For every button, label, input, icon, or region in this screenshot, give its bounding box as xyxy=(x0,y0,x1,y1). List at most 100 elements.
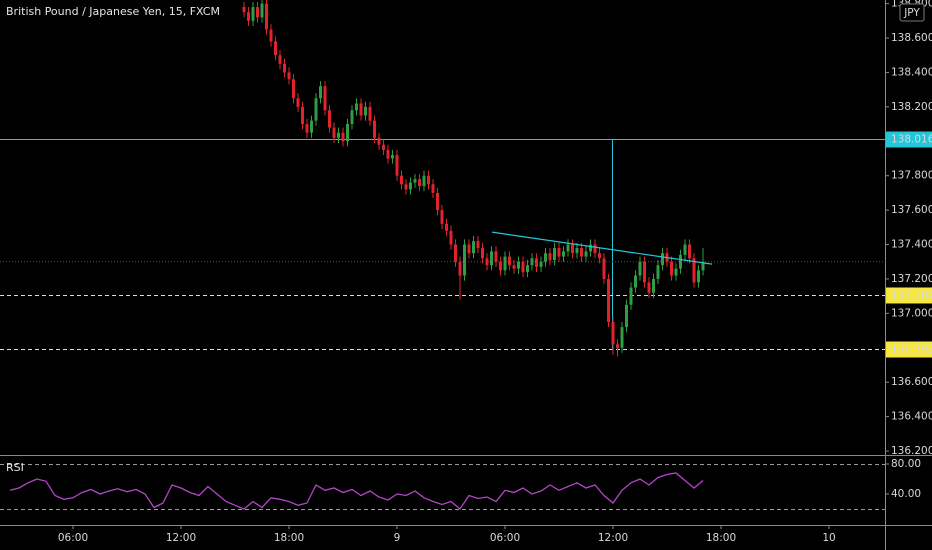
y-tick-label: 136.600 xyxy=(891,376,932,388)
candle-body xyxy=(395,155,399,176)
candle-body xyxy=(517,261,521,269)
candle-body xyxy=(400,175,404,185)
candle-body xyxy=(584,251,588,257)
y-tick-label: 136.400 xyxy=(891,411,932,423)
candle-body xyxy=(305,124,309,133)
x-tick-label: 12:00 xyxy=(166,532,196,544)
rsi-pane: 80.00 40.00 06:00 12:00 18:00 9 06:00 12:00 18:0… xyxy=(0,458,921,544)
y-tick-label: 40.00 xyxy=(891,488,921,500)
candle-body xyxy=(670,261,674,276)
candle-body xyxy=(580,247,584,257)
candle-body xyxy=(544,253,548,262)
level-label: 138.016 xyxy=(891,134,932,146)
candle-body xyxy=(535,258,539,267)
candle-body xyxy=(566,244,570,252)
y-tick-label: 137.600 xyxy=(891,204,932,216)
level-label-bg xyxy=(886,341,932,358)
candle-body xyxy=(247,12,251,21)
candle-body xyxy=(242,7,246,13)
candle-body xyxy=(634,275,638,288)
currency-badge[interactable] xyxy=(899,3,925,22)
candle-body xyxy=(274,41,278,56)
x-tick-label: 18:00 xyxy=(706,532,736,544)
candle-body xyxy=(296,98,300,107)
y-tick-label: 136.200 xyxy=(891,445,932,457)
candle-body xyxy=(485,258,489,266)
candle-body xyxy=(701,261,705,271)
candle-body xyxy=(377,137,381,145)
y-tick-label: 138.600 xyxy=(891,32,932,44)
candle-body xyxy=(593,244,597,254)
candle-body xyxy=(562,251,566,257)
y-tick-label: 137.800 xyxy=(891,170,932,182)
candle-body xyxy=(350,110,354,125)
rsi-title: RSI xyxy=(6,461,24,474)
candle-body xyxy=(355,103,359,111)
price-pane: 138.800138.600138.400138.200138.000137.8… xyxy=(0,0,932,457)
candle-body xyxy=(418,179,422,187)
candle-body xyxy=(589,244,593,252)
candle-body xyxy=(364,106,368,116)
candle-body xyxy=(548,253,552,261)
y-tick-label: 138.200 xyxy=(891,101,932,113)
rsi-line xyxy=(9,472,704,510)
candle-body xyxy=(508,256,512,266)
currency-label: JPY xyxy=(903,7,920,19)
candle-body xyxy=(283,63,287,73)
candle-body xyxy=(598,253,602,259)
y-tick-label: 137.000 xyxy=(891,307,932,319)
candle-body xyxy=(386,149,390,159)
candle-body xyxy=(287,72,291,80)
candle-body xyxy=(265,3,269,30)
candle-body xyxy=(472,241,476,254)
candle-body xyxy=(499,261,503,271)
candle-body xyxy=(503,256,507,271)
candle-body xyxy=(674,268,678,276)
candle-body xyxy=(332,127,336,138)
candle-body xyxy=(449,230,453,245)
candle-body xyxy=(292,79,296,99)
candle-body xyxy=(278,55,282,64)
x-tick-label: 18:00 xyxy=(274,532,304,544)
candle-body xyxy=(346,124,350,142)
candle-body xyxy=(373,120,377,138)
candle-body xyxy=(409,182,413,190)
candle-body xyxy=(301,106,305,125)
candle-body xyxy=(643,261,647,283)
y-tick-label: 80.00 xyxy=(891,458,921,470)
y-tick-label: 138.400 xyxy=(891,66,932,78)
candle-body xyxy=(521,261,525,273)
candle-body xyxy=(314,98,318,121)
candle-body xyxy=(467,244,471,254)
level-label-bg xyxy=(886,287,932,304)
candle-body xyxy=(458,261,462,276)
level-label-bg xyxy=(886,131,932,148)
level-label: 136.792 xyxy=(891,344,932,356)
candle-body xyxy=(382,144,386,150)
candle-body xyxy=(539,261,543,267)
candle-body xyxy=(607,278,611,322)
candle-body xyxy=(440,210,444,224)
candle-body xyxy=(629,287,633,305)
candle-body xyxy=(341,132,345,142)
candle-body xyxy=(404,184,408,190)
candle-body xyxy=(616,344,620,348)
candle-body xyxy=(323,86,327,111)
candle-body xyxy=(481,247,485,259)
candle-body xyxy=(661,253,665,266)
candle-body xyxy=(256,7,260,18)
x-tick-label: 06:00 xyxy=(490,532,520,544)
candle-body xyxy=(476,241,480,248)
candle-body xyxy=(625,304,629,328)
candle-body xyxy=(557,247,561,257)
x-tick-label: 06:00 xyxy=(58,532,88,544)
candle-body xyxy=(490,251,494,266)
candle-body xyxy=(571,244,575,254)
y-tick-label: 137.200 xyxy=(891,273,932,285)
candle-body xyxy=(656,265,660,279)
candle-body xyxy=(647,282,651,293)
trendline xyxy=(491,231,713,265)
candle-body xyxy=(269,29,273,42)
